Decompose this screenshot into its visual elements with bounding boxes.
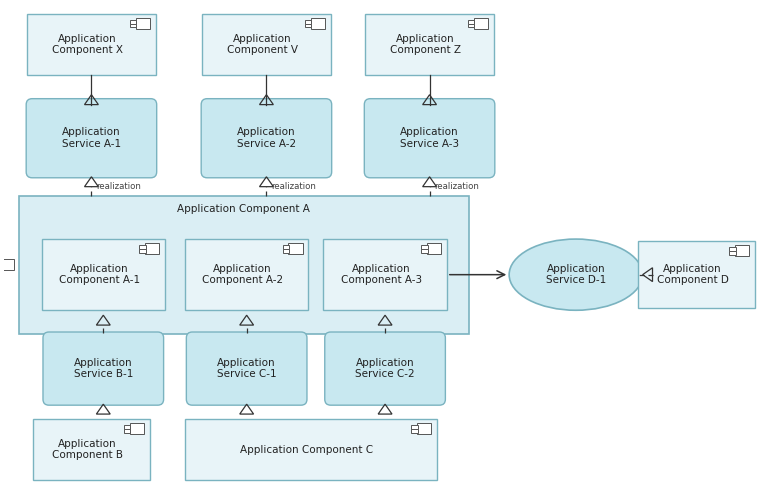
Ellipse shape <box>509 239 643 310</box>
FancyBboxPatch shape <box>135 18 150 29</box>
Text: Application
Service C-1: Application Service C-1 <box>217 358 276 380</box>
FancyBboxPatch shape <box>417 423 431 435</box>
FancyBboxPatch shape <box>638 241 755 308</box>
Text: Application
Component X: Application Component X <box>52 33 123 55</box>
FancyBboxPatch shape <box>185 239 309 310</box>
FancyBboxPatch shape <box>33 419 150 480</box>
FancyBboxPatch shape <box>729 247 735 251</box>
FancyBboxPatch shape <box>729 251 735 255</box>
FancyBboxPatch shape <box>185 419 437 480</box>
FancyBboxPatch shape <box>27 14 156 75</box>
FancyBboxPatch shape <box>427 244 441 254</box>
FancyBboxPatch shape <box>130 24 136 27</box>
Text: Application
Component D: Application Component D <box>657 264 728 285</box>
FancyBboxPatch shape <box>305 20 312 24</box>
Text: Application
Component B: Application Component B <box>52 439 123 461</box>
FancyBboxPatch shape <box>311 18 325 29</box>
FancyBboxPatch shape <box>201 99 332 178</box>
Text: Application
Component Z: Application Component Z <box>390 33 461 55</box>
Text: Application
Service B-1: Application Service B-1 <box>74 358 133 380</box>
Text: Application
Service C-2: Application Service C-2 <box>355 358 415 380</box>
FancyBboxPatch shape <box>41 239 165 310</box>
Text: Application Component A: Application Component A <box>177 204 310 215</box>
Text: Application
Service A-1: Application Service A-1 <box>62 128 121 149</box>
FancyBboxPatch shape <box>202 14 330 75</box>
FancyBboxPatch shape <box>26 99 157 178</box>
FancyBboxPatch shape <box>735 246 749 256</box>
FancyBboxPatch shape <box>421 249 428 253</box>
Text: realization: realization <box>272 182 316 191</box>
FancyBboxPatch shape <box>323 239 447 310</box>
FancyBboxPatch shape <box>130 423 144 435</box>
FancyBboxPatch shape <box>411 429 417 433</box>
FancyBboxPatch shape <box>186 332 307 405</box>
Text: realization: realization <box>96 182 141 191</box>
Text: Application
Service A-3: Application Service A-3 <box>400 128 459 149</box>
FancyBboxPatch shape <box>124 429 131 433</box>
FancyBboxPatch shape <box>288 244 303 254</box>
FancyBboxPatch shape <box>145 244 160 254</box>
Text: Application Component C: Application Component C <box>240 445 373 455</box>
Text: Application
Component A-1: Application Component A-1 <box>59 264 140 285</box>
FancyBboxPatch shape <box>124 425 131 429</box>
FancyBboxPatch shape <box>325 332 446 405</box>
FancyBboxPatch shape <box>19 195 468 334</box>
FancyBboxPatch shape <box>468 20 474 24</box>
Text: Application
Component A-3: Application Component A-3 <box>341 264 422 285</box>
FancyBboxPatch shape <box>43 332 164 405</box>
FancyBboxPatch shape <box>283 245 289 249</box>
Text: Application
Component A-2: Application Component A-2 <box>202 264 283 285</box>
FancyBboxPatch shape <box>366 14 494 75</box>
Text: realization: realization <box>435 182 479 191</box>
FancyBboxPatch shape <box>130 20 136 24</box>
FancyBboxPatch shape <box>474 18 488 29</box>
Text: Application
Service A-2: Application Service A-2 <box>237 128 296 149</box>
Text: Application
Component V: Application Component V <box>227 33 298 55</box>
FancyBboxPatch shape <box>0 259 14 271</box>
FancyBboxPatch shape <box>139 249 146 253</box>
Text: Application
Service D-1: Application Service D-1 <box>546 264 606 285</box>
FancyBboxPatch shape <box>305 24 312 27</box>
FancyBboxPatch shape <box>139 245 146 249</box>
FancyBboxPatch shape <box>283 249 289 253</box>
FancyBboxPatch shape <box>411 425 417 429</box>
FancyBboxPatch shape <box>364 99 495 178</box>
FancyBboxPatch shape <box>421 245 428 249</box>
FancyBboxPatch shape <box>468 24 474 27</box>
